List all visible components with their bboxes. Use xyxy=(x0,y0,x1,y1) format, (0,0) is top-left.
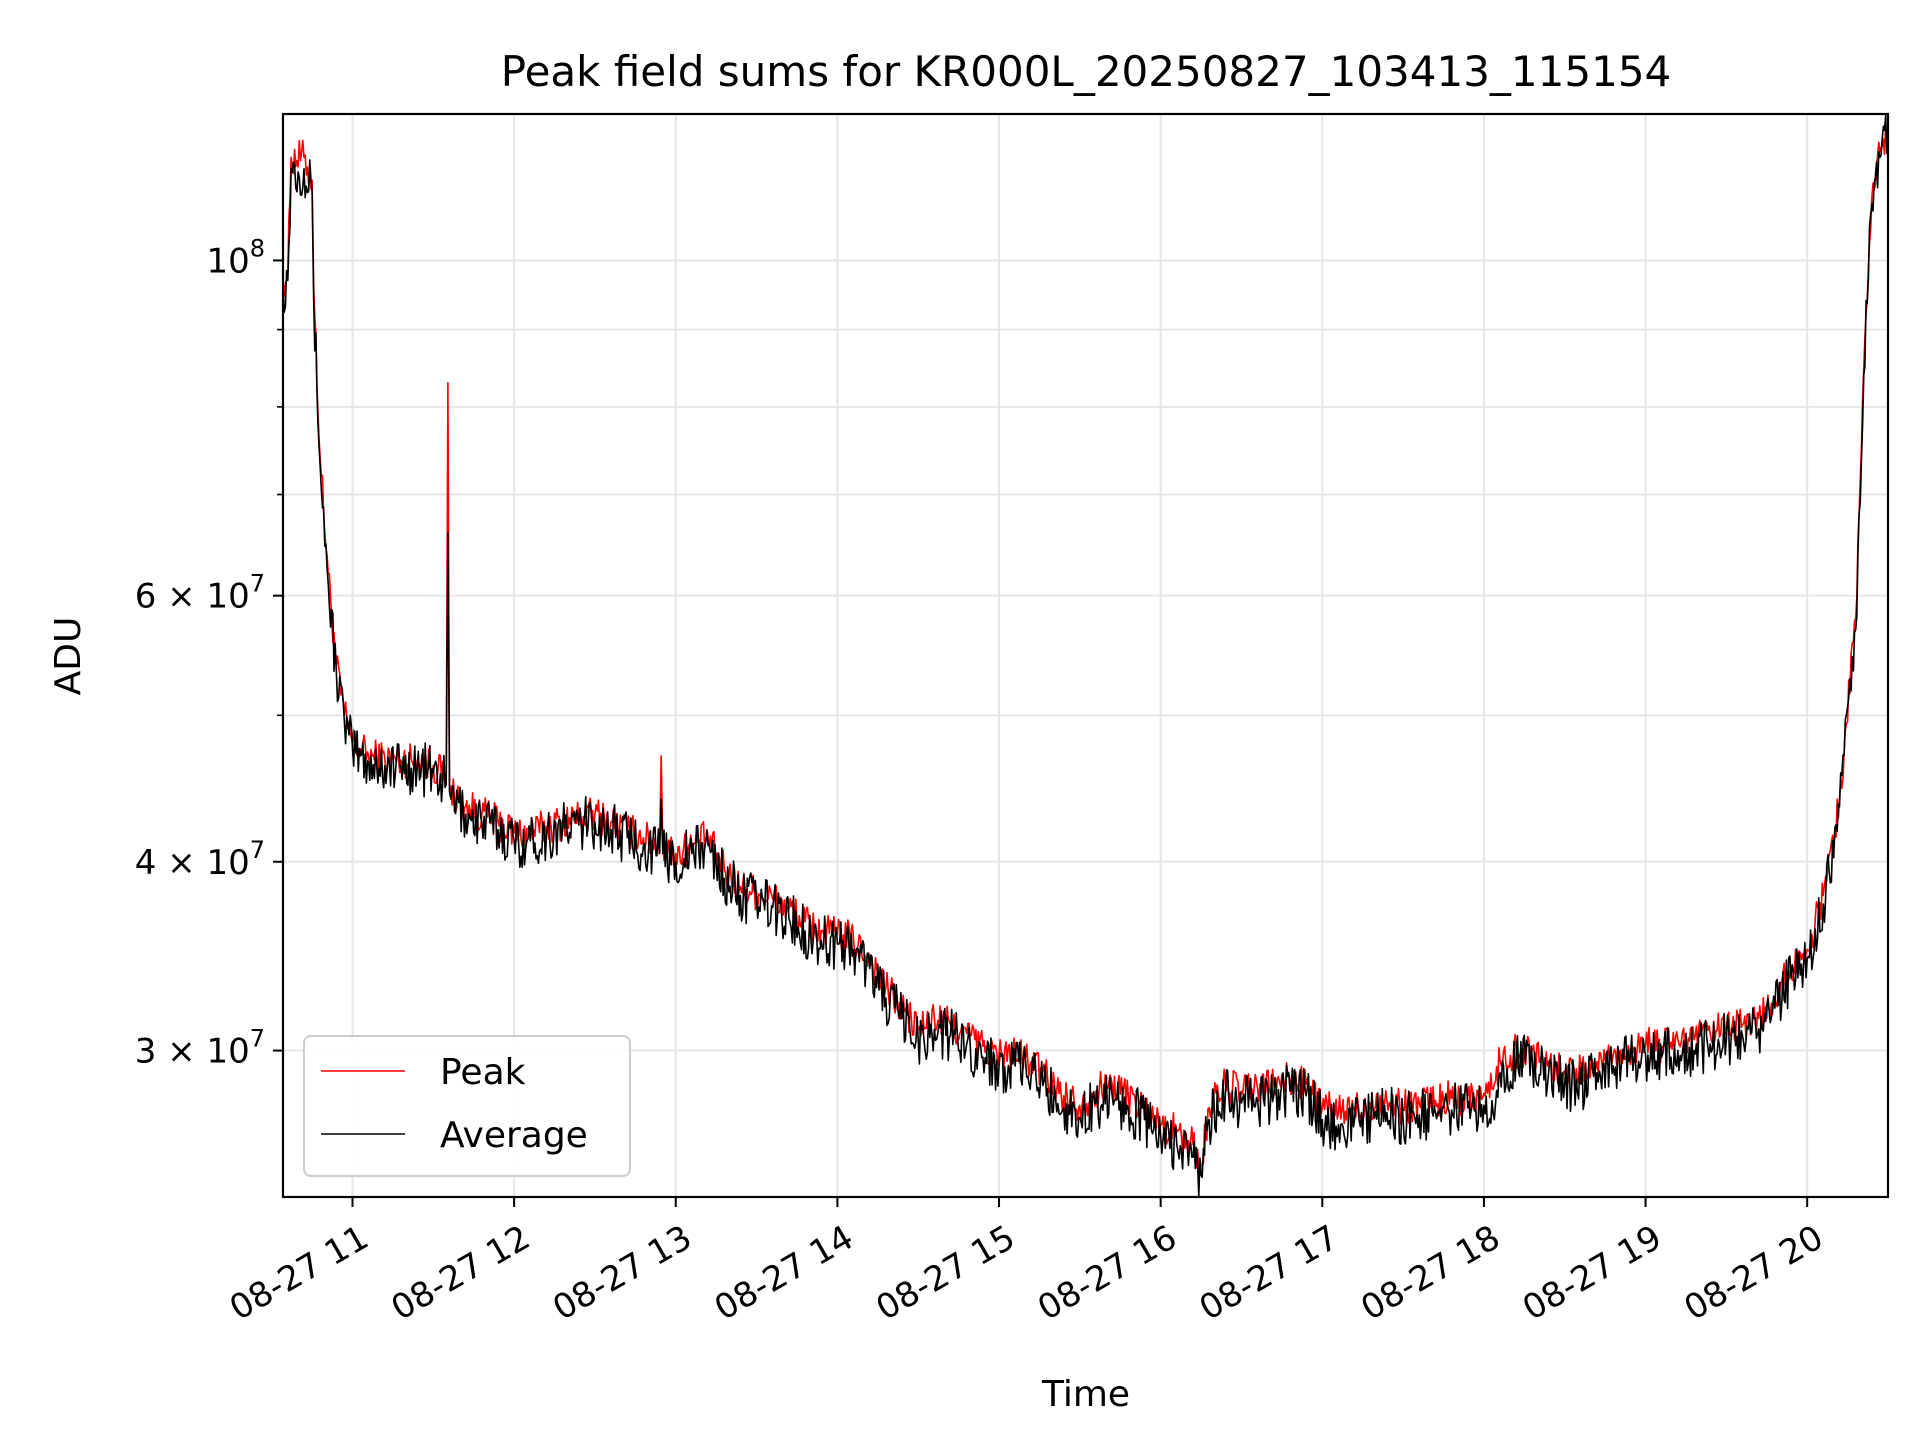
series-lines xyxy=(282,114,1889,1198)
y-tick-label-base: 4 × 10 xyxy=(135,843,250,883)
plot-background xyxy=(283,114,1888,1197)
y-tick-label-exponent: 7 xyxy=(250,570,265,598)
legend-label-average: Average xyxy=(440,1115,588,1156)
y-tick-label-exponent: 7 xyxy=(250,836,265,864)
legend-label-peak: Peak xyxy=(440,1052,526,1093)
legend: Peak Average xyxy=(303,1035,631,1177)
y-tick-label: 108 xyxy=(206,234,265,281)
y-tick-label-base: 10 xyxy=(206,241,249,281)
y-tick-label: 3 × 107 xyxy=(135,1025,265,1072)
y-axis-label: ADU xyxy=(48,617,89,696)
y-tick-label-exponent: 8 xyxy=(250,234,265,262)
series-line-average xyxy=(282,114,1889,1198)
plot-frame xyxy=(281,112,1890,1199)
y-tick-label-base: 3 × 10 xyxy=(135,1032,250,1072)
x-axis-label: Time xyxy=(1041,1374,1130,1415)
grid-lines xyxy=(283,114,1888,1197)
y-tick-label-exponent: 7 xyxy=(250,1025,265,1053)
y-tick-label-base: 6 × 10 xyxy=(135,577,250,617)
plot-area xyxy=(281,112,1890,1199)
y-tick-label: 6 × 107 xyxy=(135,570,265,617)
y-tick-label: 4 × 107 xyxy=(135,836,265,883)
chart-title: Peak field sums for KR000L_20250827_1034… xyxy=(501,47,1672,96)
